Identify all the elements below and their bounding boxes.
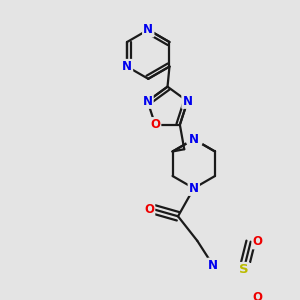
Text: N: N (143, 23, 153, 36)
Text: O: O (253, 291, 263, 300)
Text: O: O (150, 118, 160, 131)
Text: O: O (253, 235, 263, 248)
Text: O: O (144, 203, 154, 216)
Text: S: S (239, 263, 248, 276)
Text: N: N (182, 95, 193, 108)
Text: N: N (142, 95, 152, 108)
Text: N: N (189, 182, 199, 195)
Text: N: N (189, 133, 199, 146)
Text: N: N (122, 60, 132, 73)
Text: N: N (208, 259, 218, 272)
